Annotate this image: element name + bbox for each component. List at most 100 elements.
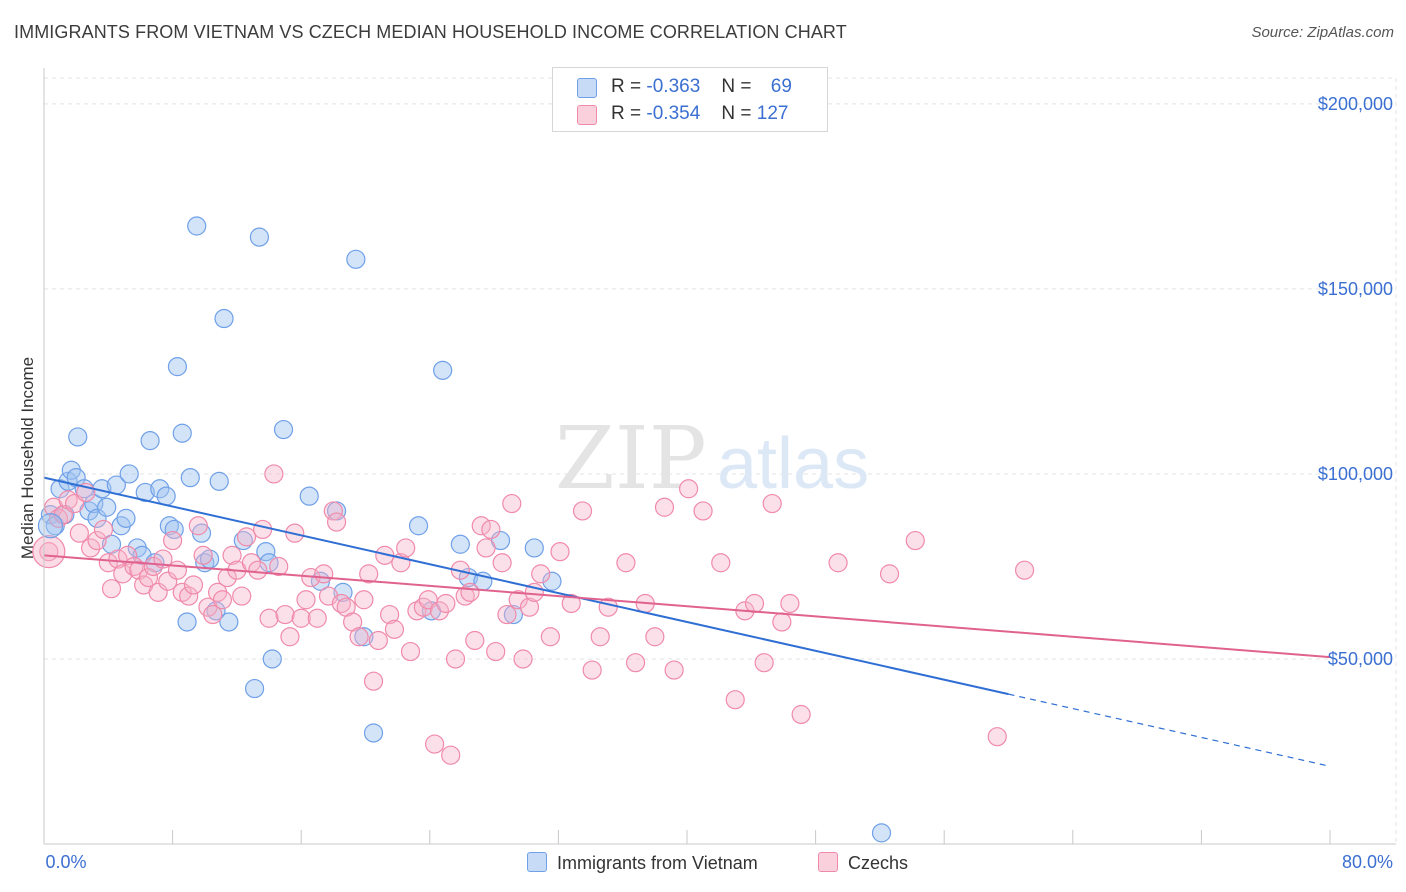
czechs-point <box>259 608 279 628</box>
czechs-point <box>248 560 268 580</box>
czechs-point <box>445 649 466 669</box>
vietnam-point <box>346 249 366 269</box>
stats-swatch-vietnam <box>577 78 597 98</box>
czechs-point <box>436 593 456 614</box>
stats-swatch-czechs <box>577 105 597 125</box>
czechs-point <box>236 527 257 547</box>
czechs-point <box>87 530 107 551</box>
czechs-point <box>513 649 533 669</box>
czechs-point <box>772 612 792 632</box>
y-tick-label: $100,000 <box>1318 464 1393 484</box>
czechs-point <box>217 567 237 588</box>
vietnam-point <box>408 516 429 536</box>
czechs-point <box>879 564 900 584</box>
czechs-point <box>354 590 374 610</box>
czechs-point <box>163 530 183 551</box>
czechs-point <box>32 535 66 569</box>
trend-layer <box>43 476 1331 767</box>
vietnam-point <box>66 468 86 488</box>
czechs-point <box>561 593 581 614</box>
czechs-point <box>654 497 675 517</box>
czechs-point <box>179 586 199 606</box>
r-value-czechs: -0.354 <box>646 103 701 124</box>
czechs-point <box>1014 560 1035 580</box>
czechs-point <box>143 556 163 577</box>
vietnam-point <box>871 823 892 843</box>
chart-title: IMMIGRANTS FROM VIETNAM VS CZECH MEDIAN … <box>14 22 847 42</box>
legend-swatch-vietnam <box>527 852 547 872</box>
czechs-point <box>212 590 233 610</box>
czechs-point <box>425 734 445 754</box>
czechs-point <box>582 660 602 680</box>
czechs-point <box>326 512 347 532</box>
czechs-point <box>492 553 512 573</box>
czechs-point <box>497 604 517 625</box>
czechs-point <box>323 501 343 521</box>
czechs-point <box>441 745 461 765</box>
vietnam-point <box>140 431 160 451</box>
czechs-point <box>465 630 485 651</box>
czechs-point <box>296 590 316 610</box>
czechs-point <box>711 553 731 573</box>
vietnam-point <box>219 612 239 632</box>
czechs-point <box>645 627 665 647</box>
czechs-point <box>987 727 1007 747</box>
legend-item-czechs: Czechs <box>818 852 908 874</box>
czechs-point <box>101 579 122 599</box>
czechs-point <box>625 653 646 673</box>
czechs-point <box>905 530 925 551</box>
vietnam-point <box>249 227 270 247</box>
vietnam-point <box>244 678 265 699</box>
czechs-point <box>380 604 400 625</box>
vietnam-point <box>68 427 88 447</box>
czechs-point <box>540 627 560 647</box>
vietnam-point <box>156 486 176 506</box>
czechs-point <box>486 641 506 662</box>
czechs-point <box>93 519 114 540</box>
czechs-point <box>183 575 204 595</box>
vietnam-point <box>187 216 207 236</box>
vietnam-point <box>524 538 544 558</box>
vietnam-point <box>167 357 188 377</box>
czechs-point <box>275 604 295 625</box>
czechs-point <box>508 590 528 610</box>
watermark-atlas: atlas <box>717 424 869 504</box>
czechs-point <box>590 627 610 647</box>
czechs-point <box>81 538 101 558</box>
watermark-zip: ZIP <box>555 409 707 509</box>
n-label: N = <box>721 76 752 97</box>
czechs-point <box>253 519 273 540</box>
czechs-point <box>108 549 128 569</box>
czechs-point <box>117 545 138 565</box>
czechs-point <box>754 653 774 673</box>
czechs-point <box>314 564 334 584</box>
czechs-point <box>780 593 800 614</box>
legend-swatch-czechs <box>818 852 838 872</box>
czechs-point <box>363 671 384 691</box>
czechs-point <box>232 586 252 606</box>
czechs-point <box>429 601 450 621</box>
czechs-point <box>69 523 89 543</box>
vietnam-point <box>256 542 276 562</box>
czechs-point <box>193 545 213 565</box>
czechs-point <box>222 545 242 565</box>
czechs-point <box>98 553 118 573</box>
vietnam-point <box>214 308 234 329</box>
czechs-point <box>188 516 208 536</box>
czechs-point <box>531 564 551 584</box>
vietnam-point <box>97 497 117 517</box>
czechs-point <box>471 516 491 536</box>
czechs-point <box>762 493 782 514</box>
czechs-point <box>167 560 188 580</box>
czechs-point <box>725 690 745 710</box>
czechs-point <box>744 593 765 614</box>
czechs-point <box>384 619 405 639</box>
r-label: R = <box>611 76 642 97</box>
czechs-point <box>791 704 811 725</box>
stats-legend: R = -0.363 N = 69 R = -0.354 N = 127 <box>552 67 828 132</box>
czechs-point <box>307 608 327 628</box>
vietnam-point <box>273 419 294 440</box>
r-label: R = <box>611 103 642 124</box>
vietnam-point <box>116 508 136 528</box>
y-tick-label: $50,000 <box>1328 649 1393 669</box>
